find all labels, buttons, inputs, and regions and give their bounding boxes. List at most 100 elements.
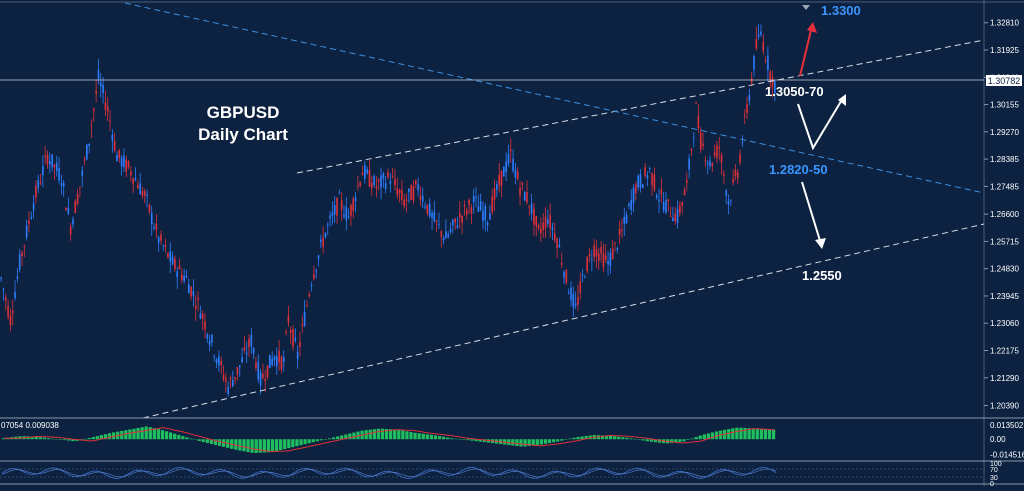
candle-body xyxy=(727,201,730,205)
indicator-histogram-bar xyxy=(608,435,613,440)
candle-body xyxy=(109,120,111,122)
indicator-histogram-bar xyxy=(556,439,560,442)
candle-body xyxy=(364,165,366,179)
indicator-histogram-bar xyxy=(283,439,287,450)
candle-body xyxy=(336,198,338,217)
indicator-histogram-bar xyxy=(75,439,79,441)
candle-body xyxy=(215,359,218,364)
red-arrow-up-head-icon xyxy=(807,22,817,33)
candle-body xyxy=(746,104,748,114)
candle-body xyxy=(584,276,586,278)
candle-body xyxy=(382,173,385,179)
candle-body xyxy=(183,275,185,282)
current-price-tag-box xyxy=(986,75,1022,86)
candle-body xyxy=(192,291,195,296)
indicator-histogram-bar xyxy=(111,432,116,440)
candle-body xyxy=(665,199,667,213)
candle-body xyxy=(718,147,721,149)
candle-body xyxy=(370,182,373,189)
indicator-histogram-bar xyxy=(702,434,706,440)
indicator-histogram-bar xyxy=(140,427,144,440)
current-price-tag-label: 1.30782 xyxy=(988,76,1021,86)
indicator-histogram-bar xyxy=(617,436,621,440)
candle-body xyxy=(25,225,28,238)
indicator-histogram-bar xyxy=(384,428,389,440)
indicator-histogram-bar xyxy=(413,432,417,440)
indicator-histogram-bar xyxy=(128,429,132,440)
candle-body xyxy=(343,214,345,217)
candle-body xyxy=(229,377,232,380)
candle-body xyxy=(530,203,533,214)
candle-body xyxy=(762,42,765,51)
candle-body xyxy=(176,271,179,277)
candle-body xyxy=(716,145,718,158)
candle-body xyxy=(331,212,334,216)
candle-body xyxy=(544,216,547,229)
candle-body xyxy=(672,217,674,222)
scroll-marker-icon[interactable] xyxy=(802,5,810,10)
candle-body xyxy=(120,157,123,167)
indicator-histogram-bar xyxy=(299,439,303,446)
indicator-histogram-bar xyxy=(315,439,319,442)
candle-body xyxy=(86,144,88,160)
candle-body xyxy=(194,305,197,309)
candle-body xyxy=(669,216,672,218)
candle-body xyxy=(547,219,549,224)
indicator-histogram-bar xyxy=(169,432,173,440)
candle-body xyxy=(241,357,243,363)
candle-body xyxy=(127,161,130,168)
annotation-level-1: 1.3300 xyxy=(821,3,861,18)
candle-body xyxy=(621,229,623,232)
candle-body xyxy=(750,77,753,83)
candle-body xyxy=(479,201,482,211)
oscillator-tick-label: 100 xyxy=(990,461,1002,468)
candle-body xyxy=(252,348,255,354)
candle-body xyxy=(118,149,121,158)
candle-body xyxy=(639,174,642,188)
candle-body xyxy=(322,237,324,247)
indicator-histogram-bar xyxy=(348,433,352,440)
candle-body xyxy=(99,82,102,87)
candle-body xyxy=(303,312,306,326)
candle-body xyxy=(190,286,192,297)
oscillator-tick-label: 30 xyxy=(990,475,998,482)
candle-body xyxy=(447,234,450,237)
candle-body xyxy=(148,204,151,212)
candle-body xyxy=(137,185,139,189)
candle-body xyxy=(426,204,429,214)
candle-body xyxy=(600,247,602,254)
candle-body xyxy=(408,188,410,193)
candle-body xyxy=(658,199,660,202)
indicator-histogram-bar xyxy=(446,437,450,440)
candle-body xyxy=(702,143,704,147)
indicator-histogram-bar xyxy=(319,439,324,441)
candle-body xyxy=(519,187,521,196)
candle-body xyxy=(498,174,500,186)
candle-body xyxy=(706,162,709,164)
candle-body xyxy=(535,216,538,226)
candle-body xyxy=(345,206,348,221)
indicator-histogram-bar xyxy=(307,439,311,444)
candle-body xyxy=(435,220,438,222)
indicator-histogram-bar xyxy=(189,438,193,440)
candle-body xyxy=(419,195,422,200)
candle-body xyxy=(757,34,760,37)
candle-body xyxy=(134,178,137,181)
candle-body xyxy=(533,208,535,225)
candle-body xyxy=(380,175,382,188)
indicator-histogram-bar xyxy=(727,429,731,440)
indicator-histogram-bar xyxy=(217,439,222,446)
indicator-histogram-bar xyxy=(771,429,776,440)
candle-body xyxy=(641,184,644,188)
candle-body xyxy=(741,142,744,144)
candle-body xyxy=(213,356,216,358)
candle-body xyxy=(551,227,554,230)
candle-body xyxy=(95,90,97,94)
candle-body xyxy=(424,206,426,208)
candle-body xyxy=(11,311,14,314)
indicator-histogram-bar xyxy=(551,439,556,443)
indicator-histogram-bar xyxy=(270,439,275,452)
candle-body xyxy=(591,259,593,261)
candle-body xyxy=(674,213,677,222)
